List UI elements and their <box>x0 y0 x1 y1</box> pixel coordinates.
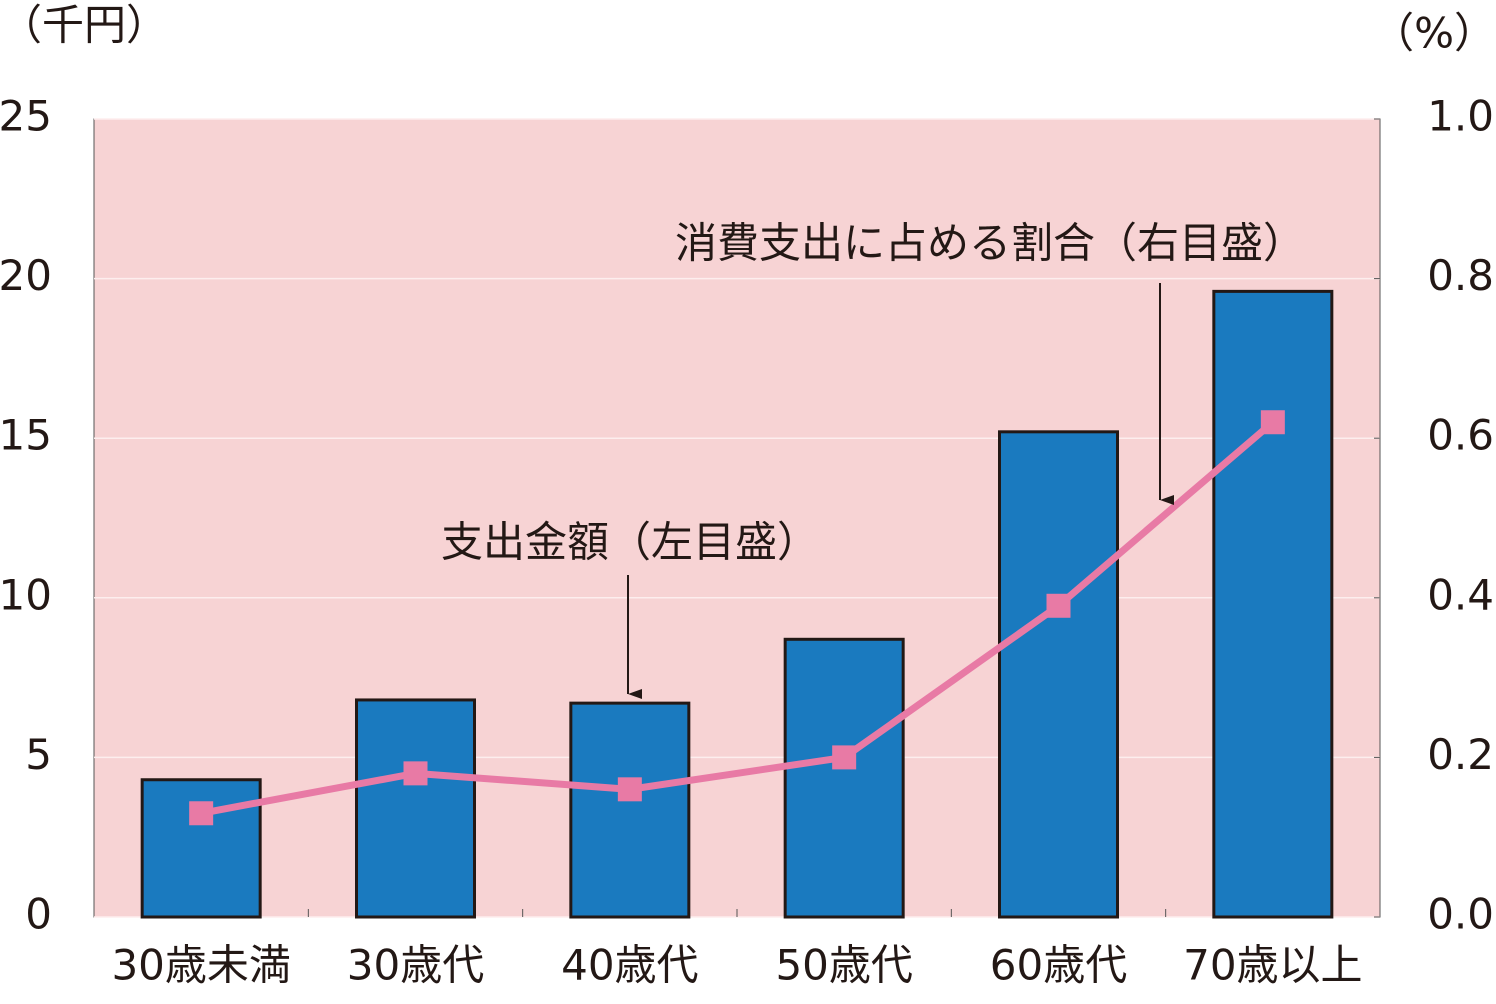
line-marker <box>832 745 857 770</box>
x-tick-label: 50歳代 <box>775 941 912 990</box>
bar <box>140 778 262 919</box>
line-marker <box>189 801 214 826</box>
line <box>200 419 1276 817</box>
y-unit-label: （千円） <box>0 1 168 50</box>
line-marker <box>1046 593 1071 618</box>
y2-tick-label: 0.6 <box>1427 411 1494 460</box>
y-tick-label: 15 <box>0 411 52 460</box>
line-marker <box>403 761 428 786</box>
y2-tick-label: 0.8 <box>1427 251 1494 300</box>
y-tick-label: 20 <box>0 251 52 300</box>
annotation: 消費支出に占める割合（右目盛） <box>675 219 1305 268</box>
bar <box>783 637 905 919</box>
annotation: 支出金額（左目盛） <box>441 518 819 567</box>
y2-unit-label: （%） <box>1372 9 1496 58</box>
x-tick-label: 30歳未満 <box>111 941 290 990</box>
x-tick-label: 60歳代 <box>990 941 1127 990</box>
y-tick-label: 25 <box>0 92 52 141</box>
x-tick-label: 40歳代 <box>561 941 698 990</box>
y2-tick-label: 0.2 <box>1427 730 1494 779</box>
y-tick-label: 10 <box>0 570 52 619</box>
bar <box>355 698 476 919</box>
x-tick-label: 30歳代 <box>347 941 484 990</box>
y2-tick-label: 1.0 <box>1427 92 1494 141</box>
bar <box>1212 289 1334 919</box>
line-marker <box>1260 410 1285 435</box>
y-tick-label: 5 <box>25 730 52 779</box>
y2-tick-label: 0.0 <box>1427 890 1494 939</box>
bar <box>998 430 1119 919</box>
y-tick-label: 0 <box>25 890 52 939</box>
x-tick-label: 70歳以上 <box>1183 941 1362 990</box>
y2-tick-label: 0.4 <box>1427 570 1494 619</box>
marks <box>140 289 1334 919</box>
line-marker <box>617 777 642 802</box>
bar <box>569 701 691 919</box>
